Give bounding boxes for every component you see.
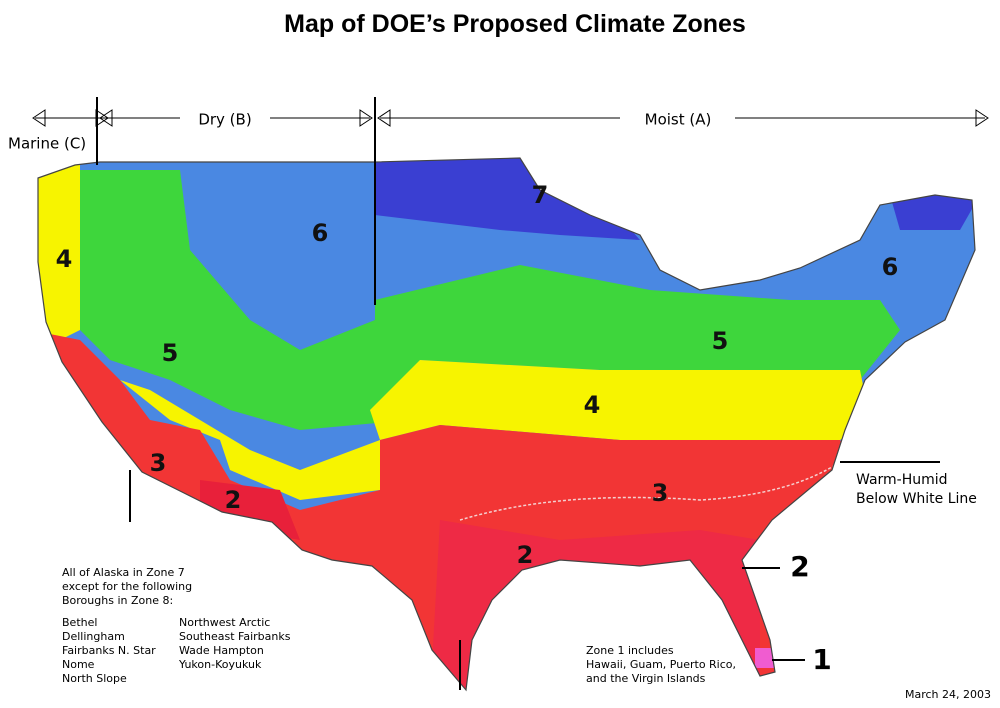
zone-label: 2 [225,486,242,514]
zone-label: 4 [584,391,601,419]
zone-label: 2 [790,550,809,583]
zone-label: 3 [652,479,669,507]
zone-label: 6 [312,219,329,247]
date: March 24, 2003 [905,688,991,701]
warm-humid-label: Warm-Humid [856,472,948,488]
title: Map of DOE’s Proposed Climate Zones [284,10,746,38]
region-label: Dry (B) [198,111,251,129]
region-label: Moist (A) [645,111,712,129]
zone-label: 3 [150,449,167,477]
warm-humid-line [459,461,841,521]
region-dividers [32,97,989,690]
note-line: All of Alaska in Zone 7 [62,566,185,579]
borough: Dellingham [62,630,125,643]
zone-label: 5 [162,339,179,367]
zone-1 [755,648,775,668]
borough: North Slope [62,672,127,685]
zone-label: 4 [56,245,73,273]
zones [38,158,975,690]
borough: Southeast Fairbanks [179,630,291,643]
zone-label: 6 [882,253,899,281]
zone-5 [80,170,900,430]
zone-label: 1 [812,643,831,676]
zone1-note: Hawaii, Guam, Puerto Rico, [586,658,736,671]
zone-7-ne [890,195,975,230]
zone-label: 2 [517,541,534,569]
zone-label: 7 [532,181,549,209]
region-label: Marine (C) [8,135,86,153]
borough: Bethel [62,616,97,629]
warm-humid-label: Below White Line [856,491,977,507]
borough: Yukon-Koyukuk [178,658,262,671]
borough: Wade Hampton [179,644,264,657]
borough: Northwest Arctic [179,616,270,629]
alaska-note: All of Alaska in Zone 7 except for the f… [62,566,291,685]
note-line: Boroughs in Zone 8: [62,594,173,607]
zone1-note: Zone 1 includes [586,644,674,657]
note-line: except for the following [62,580,192,593]
borough: Fairbanks N. Star [62,644,156,657]
us-outline [37,157,976,692]
borough: Nome [62,658,95,671]
zone1-note: and the Virgin Islands [586,672,706,685]
zone-label: 5 [712,327,729,355]
zone-4-sw [120,380,380,500]
zone-4-east [370,360,870,440]
